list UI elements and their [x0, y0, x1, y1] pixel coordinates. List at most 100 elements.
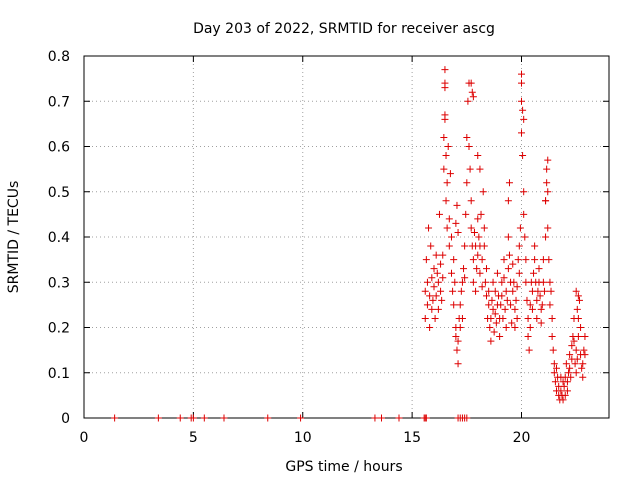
data-point: [518, 98, 525, 105]
data-point: [544, 224, 551, 231]
data-point: [449, 288, 456, 295]
data-point: [472, 288, 479, 295]
data-point: [549, 315, 556, 322]
data-point: [520, 188, 527, 195]
data-point: [517, 224, 524, 231]
data-point: [541, 288, 548, 295]
data-point: [523, 297, 530, 304]
data-point: [463, 179, 470, 186]
data-point: [433, 252, 440, 259]
data-point: [431, 265, 438, 272]
data-point: [445, 143, 452, 150]
data-point: [509, 288, 516, 295]
data-point: [519, 107, 526, 114]
data-point: [492, 288, 499, 295]
data-point: [515, 256, 522, 263]
data-point: [482, 279, 489, 286]
plot-area-frame: [84, 56, 609, 418]
data-point: [514, 283, 521, 290]
data-point: [573, 347, 580, 354]
data-point: [427, 243, 434, 250]
data-point: [437, 261, 444, 268]
data-point: [527, 324, 534, 331]
data-point: [577, 324, 584, 331]
data-point: [486, 324, 493, 331]
data-point: [201, 415, 208, 422]
data-point: [539, 301, 546, 308]
data-point: [580, 347, 587, 354]
data-point: [264, 415, 271, 422]
data-point: [155, 415, 162, 422]
data-point: [525, 333, 532, 340]
data-point: [443, 197, 450, 204]
y-tick-label: 0.1: [48, 366, 70, 382]
data-point: [576, 297, 583, 304]
data-point: [457, 324, 464, 331]
data-point: [545, 256, 552, 263]
data-point: [474, 252, 481, 259]
data-point: [544, 188, 551, 195]
data-point: [177, 415, 184, 422]
data-point: [513, 297, 520, 304]
data-point: [468, 197, 475, 204]
data-point: [473, 265, 480, 272]
data-point: [455, 360, 462, 367]
data-point: [441, 66, 448, 73]
data-point: [574, 306, 581, 313]
data-point: [464, 98, 471, 105]
data-point: [460, 265, 467, 272]
data-point: [396, 415, 403, 422]
data-point: [466, 143, 473, 150]
data-point: [499, 315, 506, 322]
data-point: [444, 224, 451, 231]
data-point: [476, 166, 483, 173]
data-point: [509, 261, 516, 268]
data-point: [542, 234, 549, 241]
x-axis: 0 5 10 15 20: [80, 56, 531, 446]
data-point: [458, 288, 465, 295]
data-point: [435, 279, 442, 286]
data-point: [462, 211, 469, 218]
chart-figure: Day 203 of 2022, SRMTID for receiver asc…: [0, 0, 640, 480]
data-point: [371, 415, 378, 422]
data-point: [496, 333, 503, 340]
data-point: [546, 279, 553, 286]
data-point: [503, 324, 510, 331]
data-point: [579, 374, 586, 381]
data-point: [428, 306, 435, 313]
chart-title: Day 203 of 2022, SRMTID for receiver asc…: [193, 21, 495, 37]
y-axis-label: SRMTID / TECUs: [6, 181, 22, 294]
data-point: [451, 279, 458, 286]
data-point: [463, 134, 470, 141]
data-point: [487, 315, 494, 322]
data-point: [467, 166, 474, 173]
data-point: [455, 229, 462, 236]
gridlines: [84, 56, 609, 418]
data-point: [422, 288, 429, 295]
data-point: [111, 415, 118, 422]
data-point: [518, 71, 525, 78]
data-point: [436, 211, 443, 218]
data-point: [452, 220, 459, 227]
data-point: [491, 329, 498, 336]
data-point: [506, 179, 513, 186]
data-point: [481, 243, 488, 250]
data-point: [526, 347, 533, 354]
data-point: [543, 166, 550, 173]
data-point: [487, 338, 494, 345]
data-point: [550, 347, 557, 354]
data-point: [566, 365, 573, 372]
y-tick-label: 0.4: [48, 230, 70, 246]
data-point: [453, 347, 460, 354]
data-point: [443, 152, 450, 159]
data-point: [506, 252, 513, 259]
data-point: [530, 270, 537, 277]
data-point: [510, 279, 517, 286]
data-point: [424, 301, 431, 308]
data-point: [502, 306, 509, 313]
data-point: [446, 215, 453, 222]
data-point: [426, 292, 433, 299]
data-point: [480, 188, 487, 195]
data-point: [485, 301, 492, 308]
data-point: [579, 360, 586, 367]
